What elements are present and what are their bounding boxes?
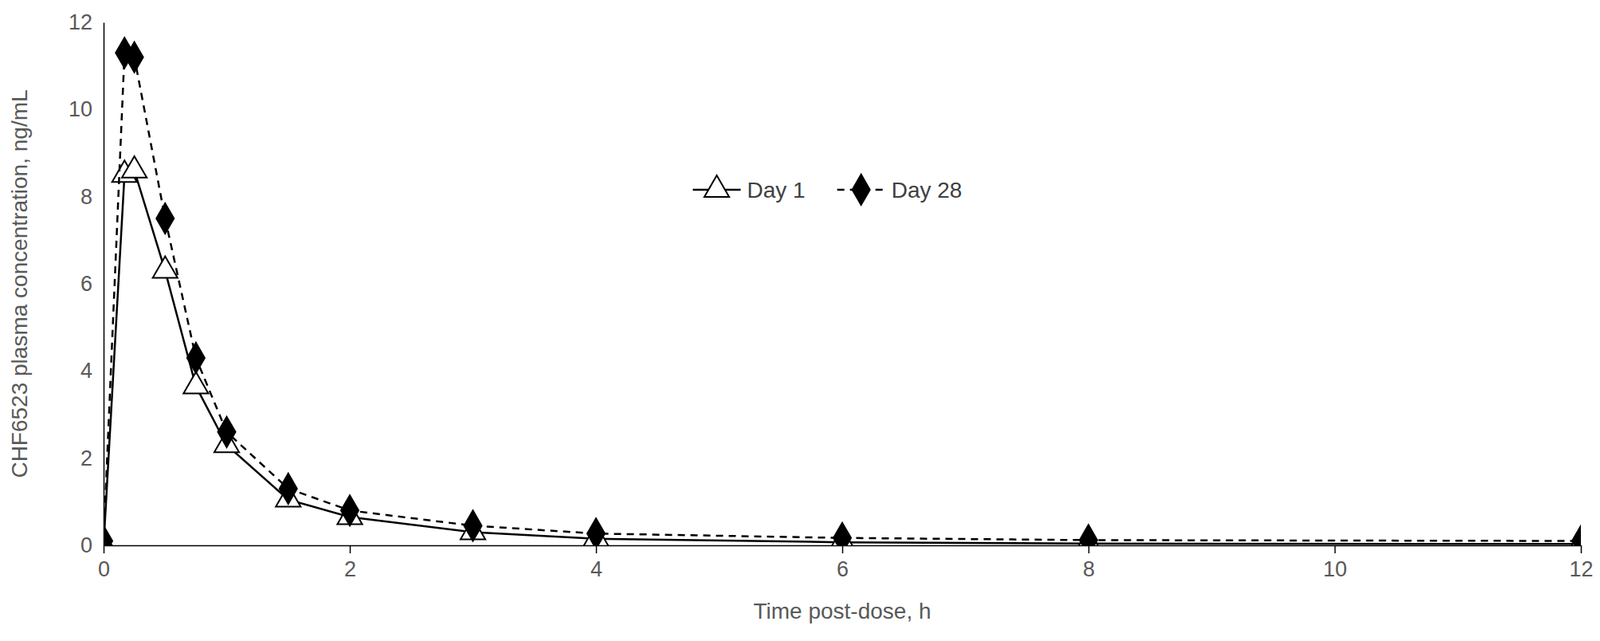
- x-tick-mark: [1088, 545, 1091, 553]
- x-tick-label: 6: [836, 556, 849, 581]
- data-point: [463, 509, 482, 541]
- x-axis-title: Time post-dose, h: [752, 598, 931, 624]
- x-tick: 8: [1082, 545, 1095, 581]
- y-axis: 0 2 4 6 8 10 12: [68, 10, 105, 557]
- legend-item: Day 28: [837, 174, 963, 205]
- x-tick-mark: [842, 545, 844, 553]
- data-point: [121, 156, 147, 178]
- x-tick-label: 4: [590, 556, 603, 581]
- legend-marker: [852, 174, 871, 205]
- x-tick-mark: [1580, 545, 1583, 553]
- y-tick-label: 10: [68, 97, 93, 122]
- data-point: [103, 525, 113, 546]
- y-tick-label: 0: [80, 533, 93, 557]
- data-point: [183, 371, 208, 393]
- x-tick: 4: [590, 545, 603, 581]
- plot: 0 2 4 6 8 10 12 0 2 4 6 8 10 12: [68, 10, 1594, 581]
- legend-label: Day 28: [891, 177, 963, 203]
- x-tick-label: 0: [98, 556, 110, 581]
- data-point: [1572, 525, 1581, 546]
- data-point: [587, 517, 605, 546]
- data-point: [187, 342, 205, 373]
- data-point: [1079, 524, 1098, 546]
- x-tick-mark: [349, 545, 352, 553]
- x-tick: 10: [1322, 545, 1347, 581]
- y-tick-label: 8: [80, 184, 93, 209]
- y-axis-line: [103, 23, 106, 546]
- data-point: [125, 42, 144, 73]
- y-tick: 0: [80, 533, 104, 557]
- data-point: [279, 473, 298, 504]
- y-tick-label: 4: [80, 358, 93, 383]
- y-tick-label: 6: [80, 271, 93, 296]
- y-tick: 2: [80, 446, 104, 471]
- x-tick: 12: [1568, 545, 1593, 581]
- y-tick: 8: [80, 184, 104, 209]
- x-tick-label: 10: [1322, 556, 1347, 581]
- chart: 0 2 4 6 8 10 12 0 2 4 6 8 10 12 Time post-dose, h CHF65…: [0, 0, 1600, 641]
- legend: Day 1 Day 28: [693, 174, 963, 205]
- series-line: [103, 52, 1581, 541]
- y-tick-label: 12: [68, 10, 93, 35]
- legend-item: Day 1: [693, 175, 806, 203]
- y-tick: 12: [68, 10, 104, 35]
- x-tick: 2: [344, 545, 357, 581]
- data-point: [156, 203, 174, 234]
- legend-label: Day 1: [747, 177, 806, 203]
- y-tick: 10: [68, 97, 104, 122]
- data-point: [833, 522, 851, 546]
- y-tick: 6: [80, 271, 104, 296]
- series-group: [103, 37, 1581, 546]
- data-point: [217, 416, 236, 448]
- x-tick-label: 8: [1082, 556, 1095, 581]
- y-axis-title: CHF6523 plasma concentration, ng/mL: [7, 89, 32, 478]
- x-tick: 6: [836, 545, 849, 581]
- x-tick-label: 12: [1568, 556, 1593, 581]
- x-tick-label: 2: [344, 556, 357, 581]
- x-tick-mark: [1334, 545, 1337, 553]
- x-tick-mark: [103, 545, 106, 553]
- y-tick-label: 2: [80, 446, 93, 471]
- x-axis: 0 2 4 6 8 10 12: [98, 545, 1594, 581]
- data-point: [341, 494, 359, 526]
- legend-marker: [704, 175, 730, 197]
- x-tick: 0: [98, 545, 110, 581]
- x-tick-mark: [596, 545, 598, 553]
- y-tick: 4: [80, 358, 104, 383]
- series-line: [103, 170, 1581, 546]
